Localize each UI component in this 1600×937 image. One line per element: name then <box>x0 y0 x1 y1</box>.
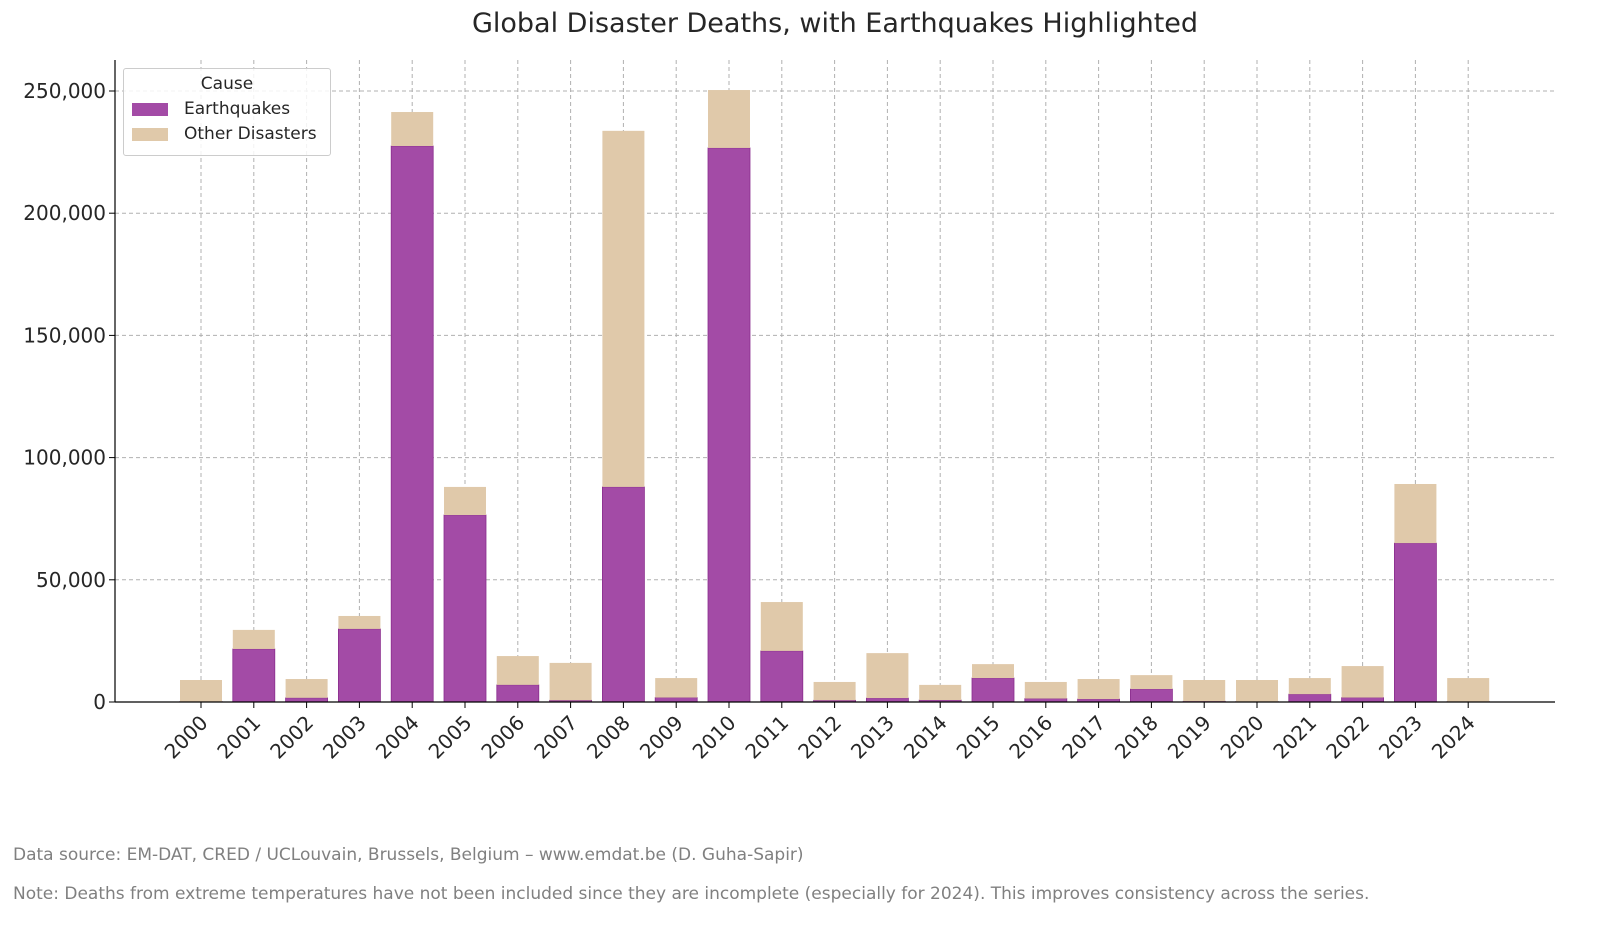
x-tick-label: 2015 <box>952 711 1005 764</box>
bar-other-disasters <box>866 653 909 699</box>
bar-earthquakes <box>602 486 645 703</box>
x-tick-label: 2011 <box>740 711 793 764</box>
x-tick-label: 2004 <box>371 711 424 764</box>
bar-other-disasters <box>1077 679 1120 700</box>
bar-other-disasters <box>338 615 381 629</box>
x-tick-label: 2003 <box>318 711 371 764</box>
bar-earthquakes <box>496 684 540 703</box>
y-tick-label: 100,000 <box>23 446 106 470</box>
bar-other-disasters <box>972 664 1014 679</box>
bar-earthquakes <box>232 648 276 703</box>
bar-other-disasters <box>760 602 803 651</box>
x-tick-label: 2006 <box>476 711 529 764</box>
bar-earthquakes <box>1341 697 1384 703</box>
x-tick-label: 2021 <box>1268 711 1321 764</box>
y-tick-label: 200,000 <box>23 201 106 225</box>
legend-title: Cause <box>200 74 254 94</box>
bar-other-disasters <box>180 680 222 702</box>
x-tick-label: 2009 <box>635 711 688 764</box>
bar-earthquakes <box>285 697 329 703</box>
y-tick-label: 250,000 <box>23 79 106 103</box>
bar-earthquakes <box>971 677 1015 703</box>
bar-earthquakes <box>337 628 381 703</box>
x-tick-label: 2008 <box>582 711 635 764</box>
x-tick-label: 2001 <box>212 711 265 764</box>
bar-other-disasters <box>1183 680 1226 702</box>
x-tick-label: 2012 <box>793 711 846 764</box>
legend-swatch <box>132 102 168 116</box>
bar-other-disasters <box>496 656 539 685</box>
bar-other-disasters <box>549 662 592 701</box>
bar-other-disasters <box>444 486 486 516</box>
bar-other-disasters <box>919 684 962 701</box>
bar-earthquakes <box>1288 693 1332 703</box>
x-tick-label: 2010 <box>688 711 741 764</box>
legend-item-other: Other Disasters <box>132 124 330 144</box>
x-tick-label: 2000 <box>160 711 213 764</box>
x-tick-label: 2014 <box>899 711 952 764</box>
chart-title: Global Disaster Deaths, with Earthquakes… <box>471 8 1199 39</box>
bar-other-disasters <box>232 629 275 649</box>
bar-other-disasters <box>1024 681 1067 699</box>
legend: Cause Earthquakes Other Disasters <box>123 68 331 156</box>
bar-earthquakes <box>654 697 698 703</box>
y-tick-label: 0 <box>93 690 106 714</box>
bar-earthquakes <box>390 145 434 703</box>
x-tick-label: 2019 <box>1163 711 1216 764</box>
bar-other-disasters <box>1288 678 1331 695</box>
bar-other-disasters <box>1341 666 1384 698</box>
legend-label: Earthquakes <box>184 99 291 119</box>
bar-earthquakes <box>1130 688 1173 703</box>
bar-other-disasters <box>1236 680 1278 702</box>
x-tick-label: 2017 <box>1057 711 1110 764</box>
bar-other-disasters <box>1130 675 1173 690</box>
x-tick-label: 2024 <box>1427 711 1480 764</box>
bar-other-disasters <box>655 678 698 698</box>
legend-swatch <box>132 127 168 141</box>
y-tick-label: 50,000 <box>36 568 106 592</box>
bar-other-disasters <box>391 112 434 146</box>
x-tick-label: 2020 <box>1216 711 1269 764</box>
bar-other-disasters <box>1394 483 1437 544</box>
bar-earthquakes <box>1394 542 1437 703</box>
footnote: Note: Deaths from extreme temperatures h… <box>13 884 1370 904</box>
x-tick-label: 2013 <box>846 711 899 764</box>
x-tick-label: 2007 <box>529 711 582 764</box>
bar-other-disasters <box>813 681 856 701</box>
x-tick-label: 2005 <box>424 711 477 764</box>
y-tick-label: 150,000 <box>23 323 106 347</box>
bar-other-disasters <box>602 130 645 487</box>
bar-earthquakes <box>760 650 804 703</box>
bar-earthquakes <box>707 147 751 703</box>
x-tick-label: 2022 <box>1321 711 1374 764</box>
bar-other-disasters <box>285 679 328 698</box>
x-tick-label: 2002 <box>265 711 318 764</box>
x-tick-label: 2016 <box>1004 711 1057 764</box>
legend-item-earthquakes: Earthquakes <box>132 99 330 119</box>
bar-other-disasters <box>708 90 750 148</box>
bar-other-disasters <box>1447 678 1490 702</box>
x-tick-label: 2023 <box>1374 711 1427 764</box>
legend-label: Other Disasters <box>184 124 317 144</box>
bar-earthquakes <box>443 514 487 703</box>
data-source-note: Data source: EM-DAT, CRED / UCLouvain, B… <box>13 845 804 865</box>
x-tick-label: 2018 <box>1110 711 1163 764</box>
